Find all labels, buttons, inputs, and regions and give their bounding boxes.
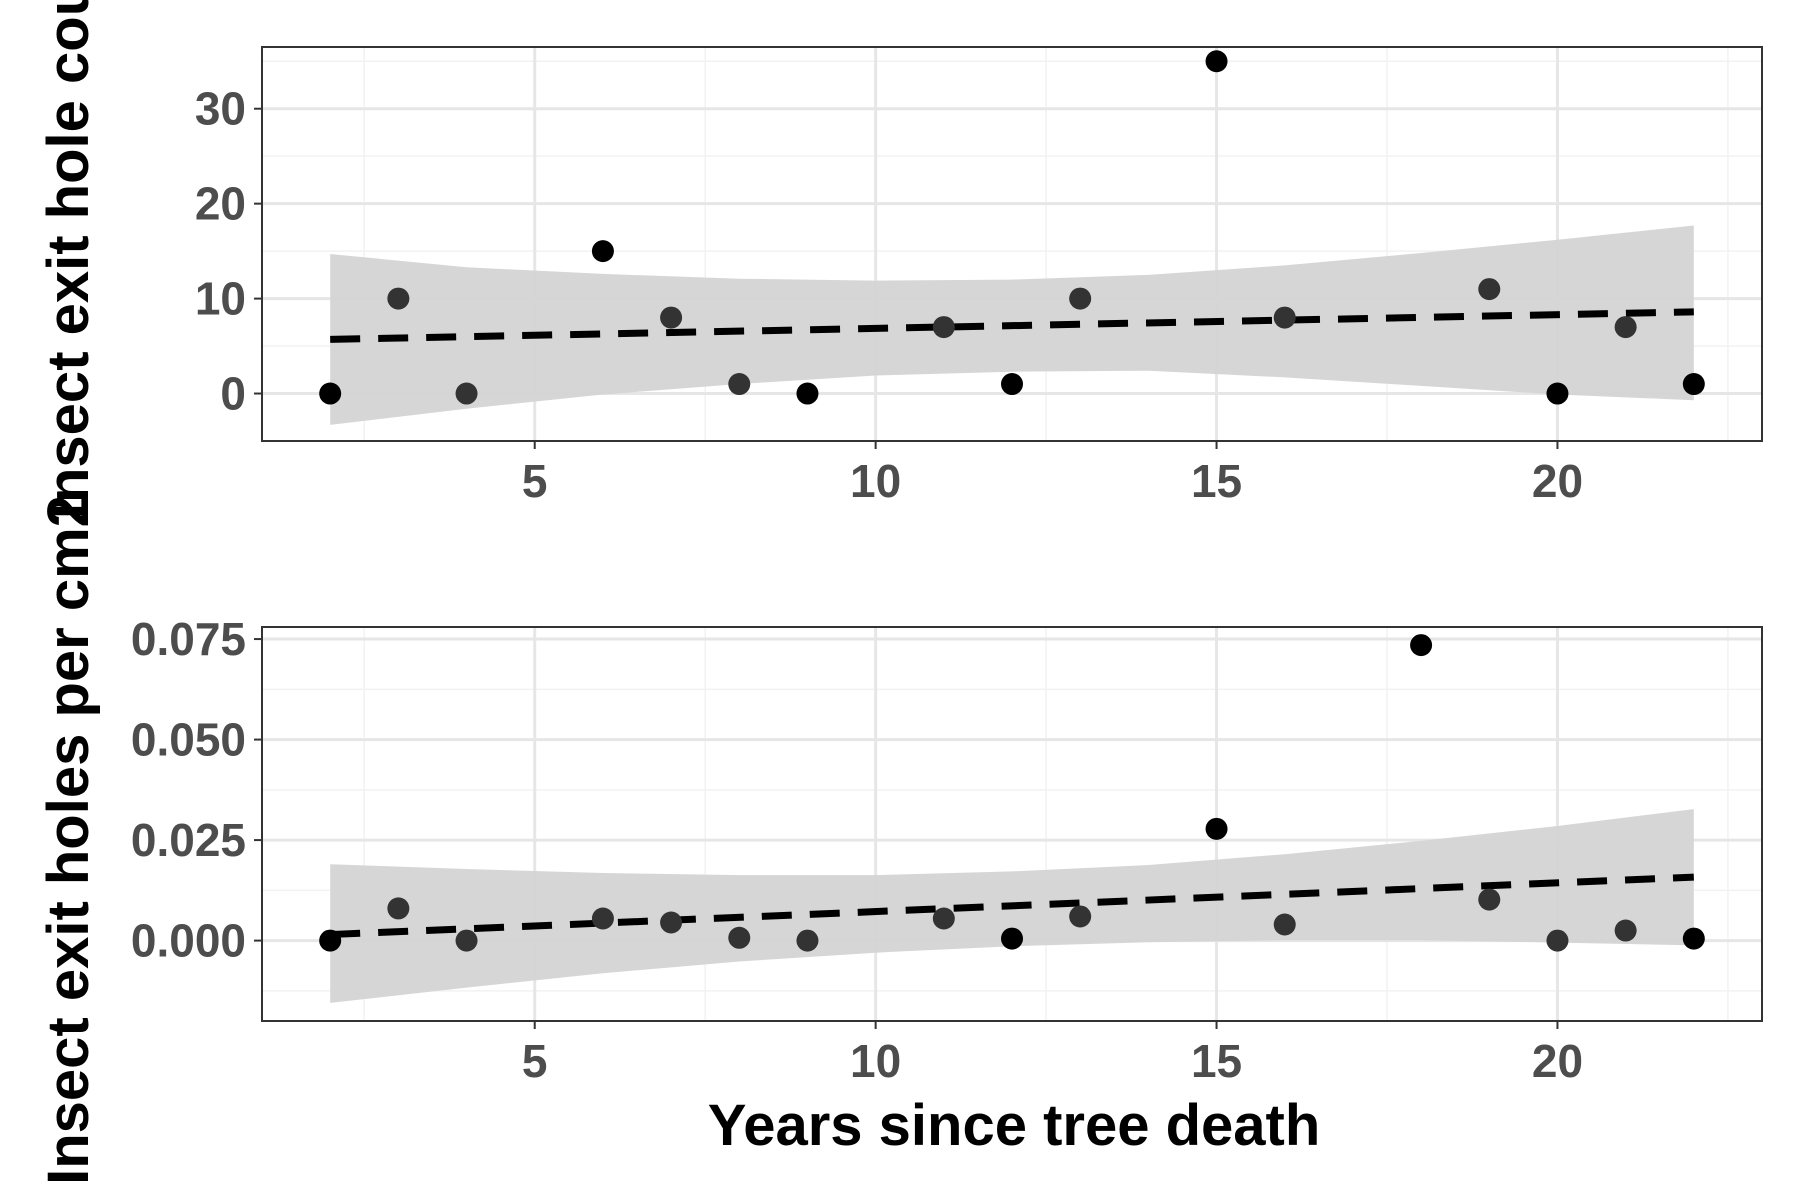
data-point bbox=[728, 373, 751, 396]
data-point bbox=[319, 929, 342, 952]
y-tick-label: 0.025 bbox=[131, 814, 246, 866]
panel-border bbox=[261, 46, 1763, 442]
data-point bbox=[591, 907, 614, 930]
data-point bbox=[319, 382, 342, 405]
data-point bbox=[1069, 287, 1092, 310]
data-point bbox=[1205, 817, 1228, 840]
x-tick-label: 20 bbox=[1532, 1035, 1583, 1087]
y-tick-label: 0.050 bbox=[131, 714, 246, 766]
data-point bbox=[1001, 927, 1023, 950]
panel-border bbox=[261, 626, 1763, 1022]
x-tick-label: 5 bbox=[522, 455, 548, 507]
data-point bbox=[455, 929, 478, 952]
data-point bbox=[1614, 919, 1637, 942]
y-tick-label: 0 bbox=[220, 368, 246, 420]
data-point bbox=[728, 926, 751, 949]
data-point bbox=[660, 306, 683, 329]
y-tick-label: 0.075 bbox=[131, 613, 246, 665]
x-tick-label: 10 bbox=[850, 455, 901, 507]
data-point bbox=[1546, 382, 1569, 405]
x-tick-label: 15 bbox=[1191, 455, 1242, 507]
panel-top: 5 10 15 20 0 10 20 30 bbox=[195, 46, 1763, 507]
data-point bbox=[1273, 306, 1296, 329]
data-point bbox=[1546, 929, 1569, 952]
y-tick-label: 30 bbox=[195, 83, 246, 135]
y-tick-label: 20 bbox=[195, 178, 246, 230]
y-tick-label: 10 bbox=[195, 273, 246, 325]
data-point bbox=[1682, 373, 1705, 396]
x-axis-title: Years since tree death bbox=[708, 1093, 1321, 1158]
data-point bbox=[660, 911, 683, 934]
data-point bbox=[591, 240, 614, 263]
data-point bbox=[796, 382, 819, 405]
data-point bbox=[1410, 634, 1433, 657]
data-point bbox=[1001, 373, 1023, 396]
x-tick-label: 20 bbox=[1532, 455, 1583, 507]
data-point bbox=[455, 382, 478, 405]
y-axis-title-top: Insect exit hole cou bbox=[36, 0, 101, 519]
x-tick-label: 15 bbox=[1191, 1035, 1242, 1087]
data-point bbox=[932, 316, 955, 339]
data-point bbox=[932, 907, 955, 930]
data-point bbox=[1273, 913, 1296, 936]
y-tick-label: 0.000 bbox=[131, 915, 246, 967]
data-point bbox=[1614, 316, 1637, 339]
trend-line bbox=[330, 308, 1694, 343]
trend-line bbox=[330, 873, 1694, 939]
data-point bbox=[1478, 888, 1501, 911]
data-point bbox=[1682, 927, 1705, 950]
y-axis-title-bottom: Insect exit holes per cm2 bbox=[36, 495, 101, 1185]
data-point bbox=[796, 929, 819, 952]
panel-bottom: 5 10 15 20 0.000 0.025 0.050 0.075 bbox=[131, 613, 1763, 1087]
data-point bbox=[387, 287, 410, 310]
data-point bbox=[1069, 905, 1092, 928]
x-tick-label: 10 bbox=[850, 1035, 901, 1087]
data-point bbox=[1478, 278, 1501, 301]
x-tick-label: 5 bbox=[522, 1035, 548, 1087]
data-point bbox=[387, 897, 410, 920]
data-point bbox=[1205, 50, 1228, 73]
